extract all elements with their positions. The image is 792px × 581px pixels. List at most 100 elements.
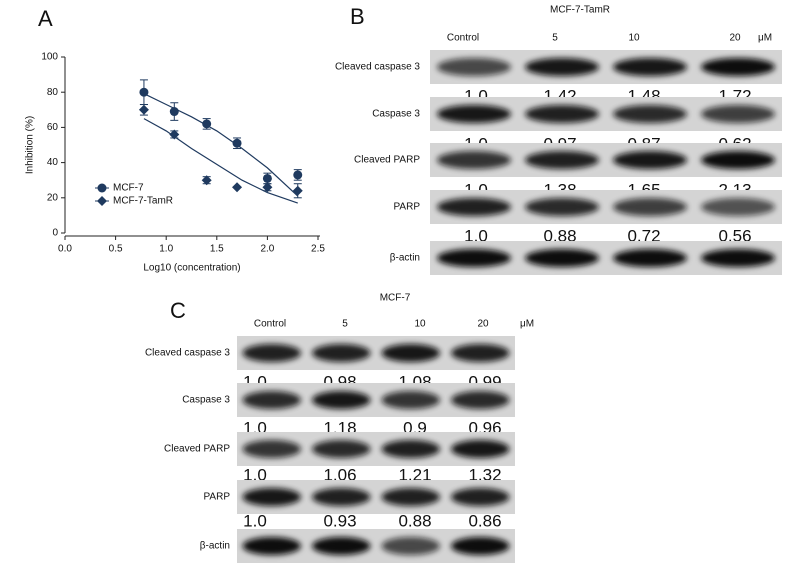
marker bbox=[201, 175, 212, 186]
row-label: Caspase 3 bbox=[372, 109, 420, 120]
marker bbox=[169, 129, 180, 140]
band bbox=[701, 151, 775, 169]
band bbox=[451, 537, 510, 555]
quantification: 0.86 bbox=[468, 511, 501, 530]
row-label: Cleaved PARP bbox=[354, 155, 420, 166]
band bbox=[242, 537, 301, 555]
band bbox=[312, 537, 371, 555]
quantification: 1.06 bbox=[323, 465, 356, 484]
quantification: 0.72 bbox=[627, 226, 660, 245]
row-label: β-actin bbox=[390, 253, 420, 264]
band bbox=[525, 198, 599, 216]
column-header: Control bbox=[447, 33, 479, 44]
quantification: 0.93 bbox=[323, 511, 356, 530]
band bbox=[451, 391, 510, 409]
legend-label: MCF-7-TamR bbox=[113, 196, 173, 207]
band bbox=[437, 198, 511, 216]
band bbox=[701, 198, 775, 216]
x-tick-label: 1.0 bbox=[159, 244, 173, 255]
marker bbox=[293, 170, 303, 180]
y-tick-label: 60 bbox=[47, 122, 59, 133]
quantification: 1.32 bbox=[468, 465, 501, 484]
band bbox=[381, 488, 440, 506]
fit-curve bbox=[140, 91, 299, 197]
band bbox=[437, 249, 511, 267]
row-label: PARP bbox=[394, 202, 421, 213]
marker bbox=[262, 182, 273, 193]
column-header: 20 bbox=[477, 319, 489, 330]
marker bbox=[232, 182, 243, 193]
panel-label: B bbox=[350, 4, 365, 29]
band bbox=[701, 105, 775, 123]
x-tick-label: 2.5 bbox=[311, 244, 325, 255]
band bbox=[381, 344, 440, 362]
legend-marker bbox=[97, 196, 107, 206]
y-axis-label: Inhibition (%) bbox=[25, 116, 36, 174]
band bbox=[312, 344, 371, 362]
y-tick-label: 100 bbox=[41, 52, 58, 63]
band bbox=[312, 391, 371, 409]
quantification: 0.88 bbox=[398, 511, 431, 530]
marker bbox=[202, 119, 212, 129]
row-label: β-actin bbox=[200, 541, 230, 552]
y-tick-label: 40 bbox=[47, 157, 59, 168]
band bbox=[242, 391, 301, 409]
band bbox=[701, 249, 775, 267]
band bbox=[312, 440, 371, 458]
row-label: Cleaved PARP bbox=[164, 444, 230, 455]
unit-label: μM bbox=[758, 33, 772, 44]
unit-label: μM bbox=[520, 319, 534, 330]
band bbox=[451, 440, 510, 458]
marker bbox=[169, 107, 179, 117]
x-tick-label: 1.5 bbox=[210, 244, 224, 255]
column-header: 5 bbox=[342, 319, 348, 330]
marker bbox=[292, 185, 303, 196]
band bbox=[437, 105, 511, 123]
column-header: 10 bbox=[414, 319, 426, 330]
quantification: 1.0 bbox=[464, 226, 488, 245]
y-tick-label: 80 bbox=[47, 87, 59, 98]
quantification: 1.21 bbox=[398, 465, 431, 484]
band bbox=[242, 488, 301, 506]
band bbox=[525, 151, 599, 169]
marker bbox=[262, 173, 272, 183]
band bbox=[451, 488, 510, 506]
column-header: Control bbox=[254, 319, 286, 330]
panel-label: A bbox=[38, 6, 53, 31]
band bbox=[613, 198, 687, 216]
band bbox=[613, 151, 687, 169]
band bbox=[381, 391, 440, 409]
legend-marker bbox=[97, 183, 107, 193]
row-label: PARP bbox=[204, 492, 231, 503]
band bbox=[525, 58, 599, 76]
row-label: Cleaved caspase 3 bbox=[335, 62, 420, 73]
quantification: 0.88 bbox=[543, 226, 576, 245]
column-header: 20 bbox=[729, 33, 741, 44]
band bbox=[613, 58, 687, 76]
band bbox=[381, 440, 440, 458]
band bbox=[525, 249, 599, 267]
x-tick-label: 0.5 bbox=[109, 244, 123, 255]
band bbox=[613, 105, 687, 123]
marker bbox=[232, 138, 242, 148]
legend-label: MCF-7 bbox=[113, 183, 144, 194]
y-tick-label: 20 bbox=[47, 192, 59, 203]
band bbox=[381, 537, 440, 555]
y-tick-label: 0 bbox=[52, 228, 58, 239]
x-tick-label: 2.0 bbox=[260, 244, 274, 255]
band bbox=[242, 344, 301, 362]
band bbox=[437, 151, 511, 169]
quantification: 0.56 bbox=[718, 226, 751, 245]
x-tick-label: 0.0 bbox=[58, 244, 72, 255]
quantification: 1.0 bbox=[243, 511, 267, 530]
band bbox=[451, 344, 510, 362]
band bbox=[312, 488, 371, 506]
marker bbox=[138, 104, 149, 115]
row-label: Cleaved caspase 3 bbox=[145, 348, 230, 359]
band bbox=[613, 249, 687, 267]
band bbox=[701, 58, 775, 76]
x-axis-label: Log10 (concentration) bbox=[143, 263, 240, 274]
band bbox=[437, 58, 511, 76]
band bbox=[525, 105, 599, 123]
